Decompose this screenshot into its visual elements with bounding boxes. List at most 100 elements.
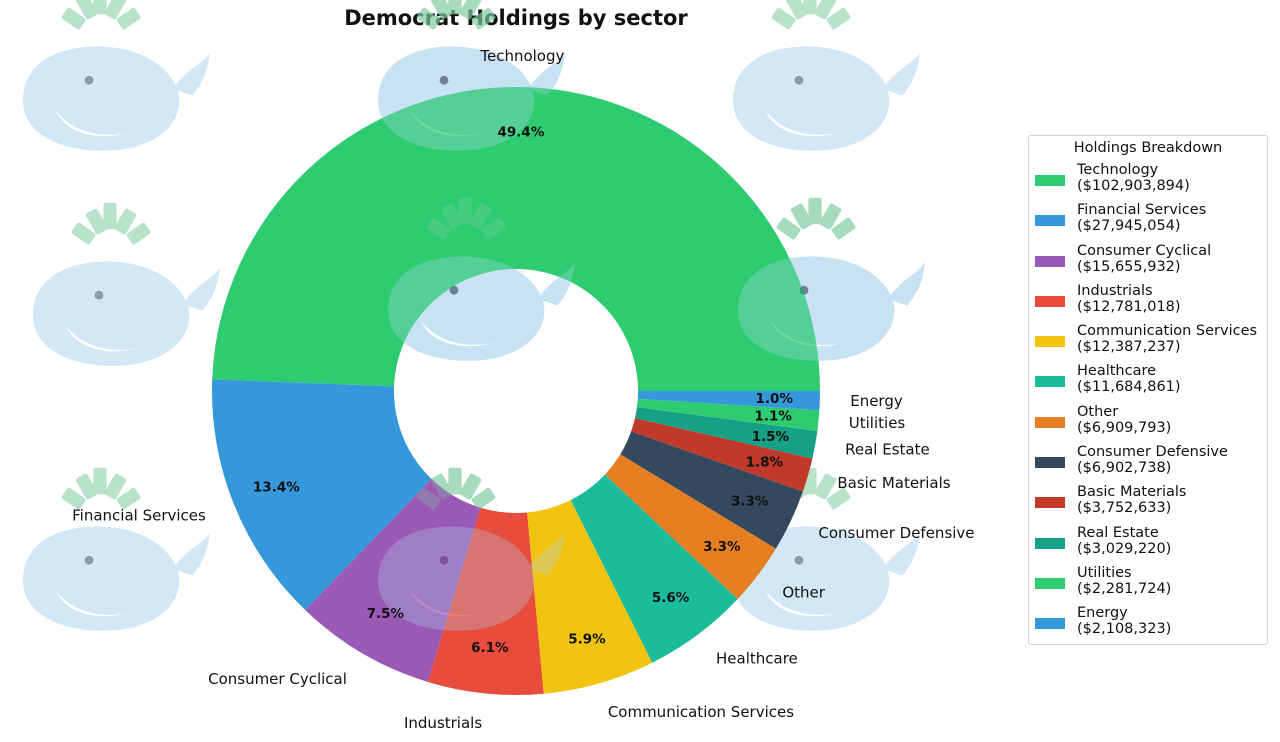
legend: Holdings Breakdown Technology ($102,903,8… [1028,135,1268,645]
legend-text: Real Estate ($3,029,220) [1077,525,1171,557]
category-labels: Technology Financial Services Consumer Cyc… [72,47,974,732]
category-label-consumer-cyclical: Consumer Cyclical [208,670,347,688]
category-label-communication-services: Communication Services [608,703,794,721]
legend-item: Energy ($2,108,323) [1029,605,1267,645]
legend-items: Technology ($102,903,894) Financial Servic… [1029,162,1267,646]
percent-label-consumer-cyclical: 7.5% [367,606,405,622]
percent-label-basic-materials: 1.8% [746,454,784,470]
legend-item: Basic Materials ($3,752,633) [1029,484,1267,524]
percent-label-energy: 1.0% [756,391,794,407]
slice-technology [212,86,821,391]
slice-utilities [636,398,820,432]
percent-label-financial-services: 13.4% [253,480,300,496]
legend-item: Utilities ($2,281,724) [1029,565,1267,605]
legend-item: Other ($6,909,793) [1029,404,1267,444]
legend-title: Holdings Breakdown [1073,140,1223,156]
legend-value: ($11,684,861) [1077,379,1181,396]
percent-label-communication-services: 5.9% [568,631,606,647]
whale-watermark [22,467,210,631]
category-label-real-estate: Real Estate [845,441,930,459]
category-label-other: Other [782,584,825,602]
legend-swatch [1035,618,1065,630]
percent-label-consumer-defensive: 3.3% [731,493,769,509]
category-label-consumer-defensive: Consumer Defensive [818,524,974,542]
whale-watermark [22,0,210,151]
legend-label: Utilities [1077,564,1132,581]
legend-value: ($27,945,054) [1077,218,1181,235]
whale-watermark [33,202,220,366]
whale-watermark [733,0,920,151]
legend-swatch [1035,175,1065,186]
legend-text: Basic Materials ($3,752,633) [1077,484,1186,516]
legend-swatch [1035,215,1065,227]
category-label-utilities: Utilities [849,414,906,432]
legend-value: ($3,752,633) [1077,500,1172,517]
legend-text: Industrials ($12,781,018) [1077,283,1181,315]
legend-text: Other ($6,909,793) [1077,404,1171,436]
legend-label: Basic Materials [1077,484,1187,501]
legend-item: Consumer Cyclical ($15,655,932) [1029,243,1267,283]
slice-financial-services [211,379,432,611]
legend-text: Consumer Defensive ($6,902,738) [1077,444,1228,476]
legend-value: ($3,029,220) [1077,540,1172,557]
legend-swatch [1035,537,1065,549]
percent-label-real-estate: 1.5% [752,429,790,445]
legend-value: ($12,387,237) [1077,339,1181,356]
category-label-energy: Energy [850,392,903,410]
legend-label: Industrials [1077,282,1153,299]
donut-chart: 49.4% 13.4% 7.5% 6.1% 5.9% 5.6% 3.3% 3.3% 1.8% 1.… [22,0,975,732]
percent-label-technology: 49.4% [498,125,545,141]
legend-swatch [1035,457,1065,469]
legend-value: ($2,281,724) [1077,580,1172,597]
legend-value: ($6,909,793) [1077,419,1172,436]
donut-slices [211,86,821,695]
legend-label: Consumer Cyclical [1077,242,1212,259]
legend-text: Utilities ($2,281,724) [1077,565,1171,597]
category-label-financial-services: Financial Services [72,507,206,525]
legend-swatch [1035,255,1065,267]
category-label-healthcare: Healthcare [716,649,798,667]
legend-text: Healthcare ($11,684,861) [1077,363,1181,395]
slice-healthcare [570,474,738,663]
legend-text: Communication Services ($12,387,237) [1077,323,1257,355]
legend-item: Communication Services ($12,387,237) [1029,323,1267,363]
legend-text: Energy ($2,108,323) [1077,605,1171,637]
legend-text: Technology ($102,903,894) [1077,162,1190,194]
legend-label: Real Estate [1077,524,1159,541]
legend-item: Financial Services ($27,945,054) [1029,202,1267,242]
percent-label-utilities: 1.1% [754,408,792,424]
legend-label: Other [1077,403,1119,420]
legend-item: Technology ($102,903,894) [1029,162,1267,202]
legend-label: Technology [1077,162,1159,178]
percent-labels: 49.4% 13.4% 7.5% 6.1% 5.9% 5.6% 3.3% 3.3% 1.8% 1.… [253,125,794,656]
legend-label: Consumer Defensive [1077,444,1228,461]
legend-item: Consumer Defensive ($6,902,738) [1029,444,1267,484]
legend-value: ($12,781,018) [1077,298,1181,315]
legend-swatch [1035,577,1065,589]
slice-other [604,454,776,599]
legend-item: Healthcare ($11,684,861) [1029,363,1267,403]
chart-title: Democrat Holdings by sector [344,6,688,30]
slice-basic-materials [631,418,813,492]
legend-swatch [1035,336,1065,348]
legend-text: Consumer Cyclical ($15,655,932) [1077,243,1211,275]
percent-label-healthcare: 5.6% [652,590,690,606]
legend-label: Financial Services [1077,202,1207,219]
category-label-industrials: Industrials [404,714,482,732]
slice-energy [637,391,820,411]
category-label-basic-materials: Basic Materials [837,474,950,492]
legend-swatch [1035,497,1065,509]
legend-value: ($2,108,323) [1077,621,1172,638]
slice-consumer-defensive [620,431,803,549]
legend-item: Real Estate ($3,029,220) [1029,525,1267,565]
legend-value: ($102,903,894) [1077,178,1190,194]
legend-item: Industrials ($12,781,018) [1029,283,1267,323]
legend-label: Communication Services [1077,323,1258,340]
slice-real-estate [634,407,818,459]
legend-swatch [1035,416,1065,428]
percent-label-other: 3.3% [703,539,741,555]
legend-text: Financial Services ($27,945,054) [1077,202,1206,234]
legend-label: Healthcare [1077,363,1157,380]
legend-swatch [1035,295,1065,307]
legend-swatch [1035,376,1065,388]
